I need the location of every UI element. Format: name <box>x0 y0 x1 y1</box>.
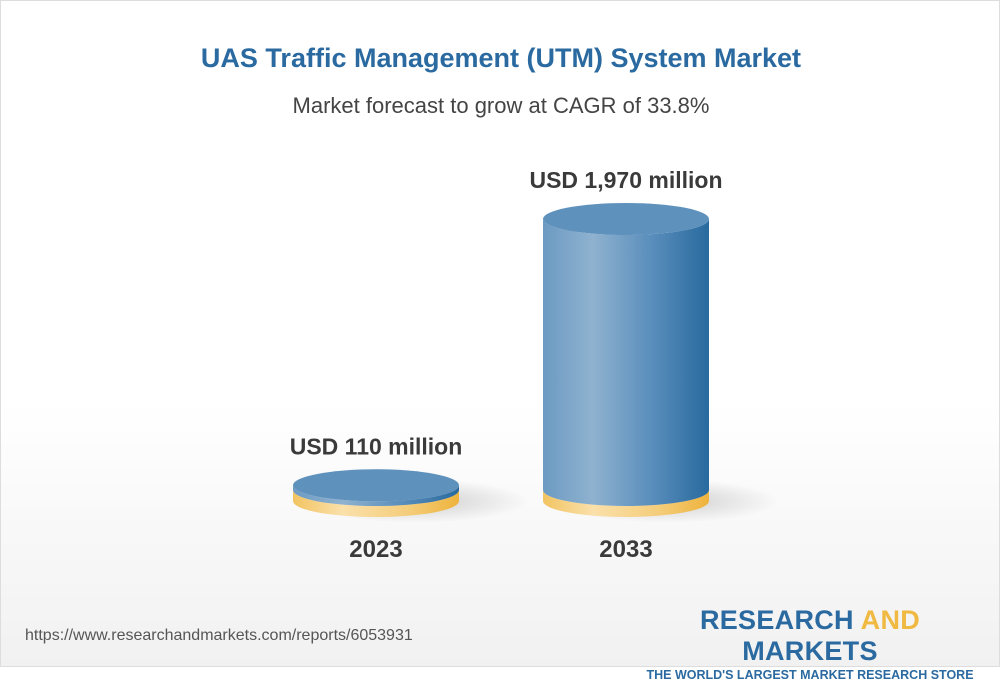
logo-text: MARKETS <box>742 636 878 666</box>
cylinder-body-2023 <box>293 485 459 506</box>
report-url[interactable]: https://www.researchandmarkets.com/repor… <box>25 627 413 644</box>
cylinder-top-2033 <box>543 203 709 235</box>
x-tick-label: 2023 <box>349 536 402 563</box>
x-tick-label: 2033 <box>599 536 652 563</box>
data-label: USD 1,970 million <box>529 167 722 193</box>
cylinder-base-band <box>293 490 459 517</box>
cylinder-top-2023 <box>293 469 459 502</box>
cylinder-base-band <box>543 490 709 517</box>
research-and-markets-logo: RESEARCH AND MARKETS THE WORLD'S LARGEST… <box>642 605 978 682</box>
cylinder-chart: USD 110 million 2023 USD 1,970 million 2033 <box>290 167 779 563</box>
logo-tagline: THE WORLD'S LARGEST MARKET RESEARCH STOR… <box>646 668 974 682</box>
logo-text-and: AND <box>860 605 921 635</box>
chart-subtitle: Market forecast to grow at CAGR of 33.8% <box>292 93 710 118</box>
cylinder-body-2033 <box>543 219 709 506</box>
logo-text: RESEARCH <box>699 605 861 635</box>
chart-title: UAS Traffic Management (UTM) System Mark… <box>200 43 802 73</box>
data-label: USD 110 million <box>290 433 463 459</box>
